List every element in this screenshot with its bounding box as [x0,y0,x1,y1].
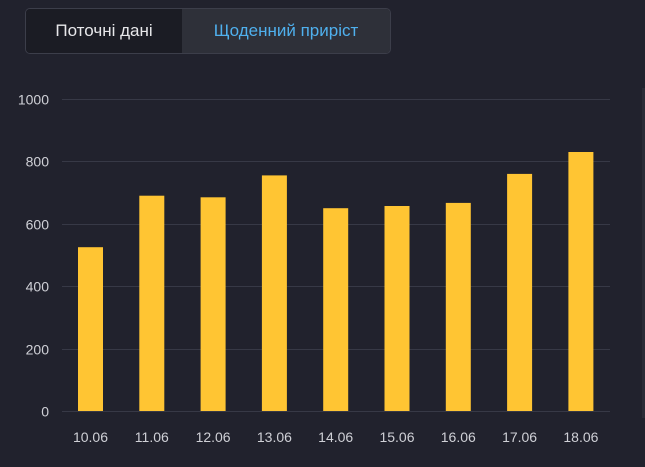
y-tick-label: 400 [26,279,50,295]
y-tick-label: 0 [41,404,49,420]
bar [200,197,226,411]
bar [568,152,594,411]
y-tick-labels: 0 200 400 600 800 1000 [18,92,49,420]
bar [384,206,410,411]
x-tick-label: 15.06 [379,429,414,445]
x-tick-label: 11.06 [135,429,169,445]
x-tick-labels: 10.06 11.06 12.06 13.06 14.06 15.06 16.06 17.06… [73,429,599,445]
y-tick-label: 200 [26,342,50,358]
bar [445,202,471,411]
y-tick-label: 1000 [18,92,49,108]
x-tick-label: 16.06 [441,429,476,445]
x-tick-label: 17.06 [502,429,537,445]
x-tick-label: 14.06 [318,429,353,445]
x-tick-label: 10.06 [73,429,108,445]
bar [507,173,533,411]
bar [78,247,103,411]
view-tabs: Поточні дані Щоденний приріст [25,8,391,54]
bar [139,195,165,411]
bar [323,208,349,411]
x-tick-label: 18.06 [563,429,598,445]
bar [261,175,287,411]
x-tick-label: 13.06 [257,429,292,445]
x-tick-label: 12.06 [196,429,231,445]
bars [78,152,594,411]
tab-daily-growth[interactable]: Щоденний приріст [182,9,390,53]
scroll-edge [642,88,645,418]
tab-current-data[interactable]: Поточні дані [26,9,182,53]
y-tick-label: 600 [26,217,50,233]
y-tick-label: 800 [26,154,50,170]
